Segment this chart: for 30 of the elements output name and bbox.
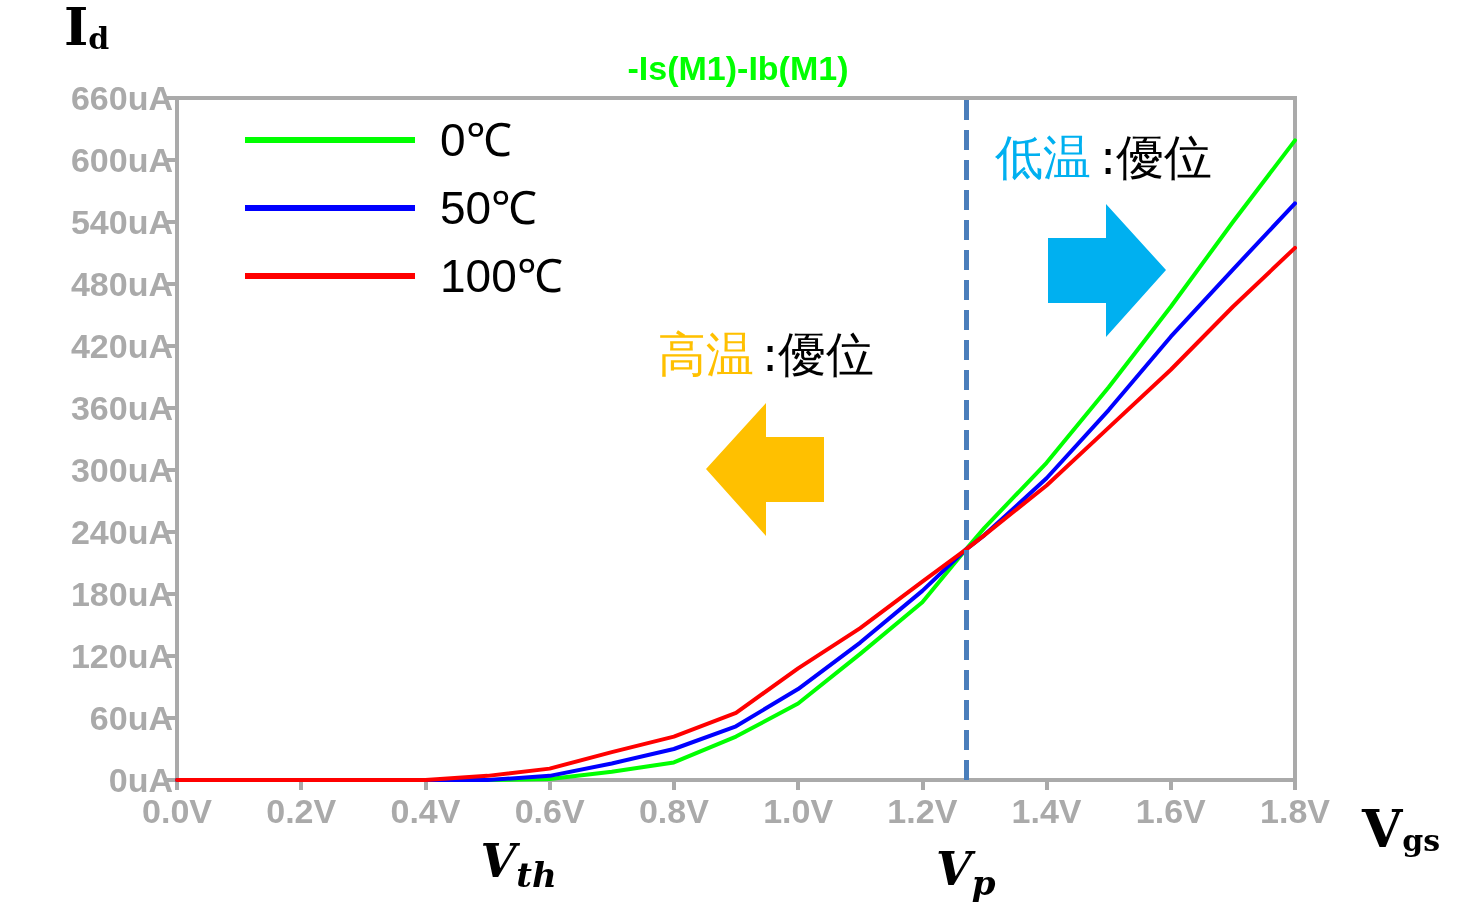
- y-tick-label: 180uA: [70, 575, 173, 613]
- y-axis-title: Id: [64, 0, 110, 57]
- annotation: 低温: [995, 129, 1091, 185]
- y-tick-label: 240uA: [70, 513, 173, 551]
- y-tick-label: 480uA: [70, 265, 173, 303]
- legend-label: 100℃: [440, 250, 563, 302]
- x-axis-title: Vgs: [1361, 797, 1441, 859]
- y-tick-label: 120uA: [70, 637, 173, 675]
- x-tick-label: 1.2V: [887, 792, 958, 830]
- x-tick-label: 0.6V: [514, 792, 585, 830]
- annotation: :優位: [762, 326, 875, 382]
- chart-title: -Is(M1)-Ib(M1): [627, 49, 849, 87]
- y-tick-label: 360uA: [70, 389, 173, 427]
- x-tick-label: 1.0V: [763, 792, 834, 830]
- x-tick-label: 1.6V: [1135, 792, 1207, 830]
- y-tick-label: 660uA: [70, 79, 173, 117]
- y-tick-label: 300uA: [70, 451, 173, 489]
- y-tick-label: 540uA: [70, 203, 173, 241]
- y-tick-label: 60uA: [89, 699, 173, 737]
- x-tick-label: 0.2V: [266, 792, 337, 830]
- y-tick-label: 600uA: [70, 141, 173, 179]
- annotation: 高温: [658, 326, 754, 382]
- y-tick-label: 420uA: [70, 327, 173, 365]
- legend-label: 0℃: [440, 114, 512, 166]
- x-tick-label: 1.8V: [1260, 792, 1331, 830]
- legend-label: 50℃: [440, 182, 538, 234]
- x-tick-label: 0.8V: [638, 792, 710, 830]
- x-tick-label: 1.4V: [1011, 792, 1082, 830]
- annotation: :優位: [1100, 129, 1213, 185]
- x-tick-label: 0.4V: [390, 792, 461, 830]
